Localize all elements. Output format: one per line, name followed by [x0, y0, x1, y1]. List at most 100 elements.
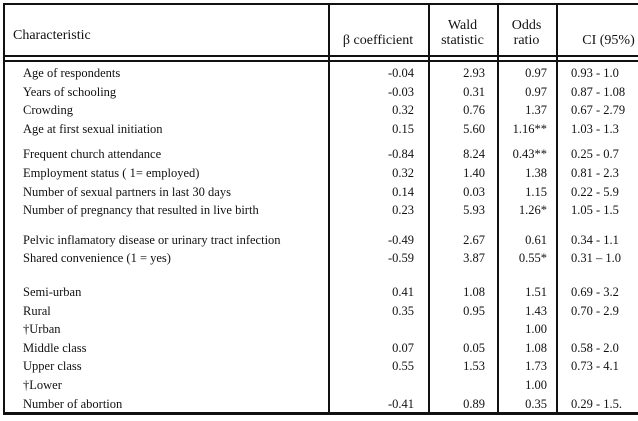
beta-value: 0.07 — [392, 340, 414, 355]
column-divider-2 — [428, 5, 430, 412]
header-characteristic-label: Characteristic — [13, 27, 91, 43]
column-divider-3 — [497, 5, 499, 412]
odds-ratio-value: 1.38 — [525, 165, 547, 180]
wald-value: 0.95 — [463, 303, 485, 318]
table-header-row: Characteristic β coefficient Wald statis… — [5, 5, 638, 55]
header-wald-statistic: Wald statistic — [428, 5, 497, 55]
wald-value: 0.76 — [463, 103, 485, 118]
beta-value: 0.23 — [392, 203, 414, 218]
wald-value: 8.24 — [463, 147, 485, 162]
table-row: Pelvic inflamatory disease or urinary tr… — [5, 231, 638, 250]
wald-value: 2.93 — [463, 66, 485, 80]
beta-value: -0.49 — [387, 232, 414, 247]
odds-ratio-value: 0.97 — [525, 66, 547, 80]
header-double-rule — [5, 55, 638, 62]
beta-value: 0.32 — [392, 165, 414, 180]
table-row: Number of sexual partners in last 30 day… — [5, 183, 638, 202]
odds-ratio-value: 1.51 — [525, 284, 547, 299]
ci-value: 0.87 - 1.08 — [571, 84, 626, 99]
row-label: Semi-urban — [23, 284, 82, 299]
column-divider-4 — [556, 5, 558, 412]
row-label: Number of abortion — [23, 396, 123, 411]
beta-value: -0.03 — [387, 84, 414, 99]
ci-value: 0.58 - 2.0 — [571, 340, 619, 355]
wald-value: 0.89 — [463, 396, 485, 411]
beta-value — [328, 320, 428, 339]
table-row: Age at first sexual initiation 0.15 5.60 1.… — [5, 120, 638, 139]
beta-value: 0.32 — [392, 103, 414, 118]
odds-ratio-value: 1.37 — [525, 103, 547, 118]
header-wald-line2: statistic — [441, 33, 484, 48]
odds-ratio-value: 0.61 — [525, 232, 547, 247]
odds-ratio-value: 1.15 — [525, 184, 547, 199]
odds-ratio-value: 1.16** — [512, 121, 547, 136]
table-row: Number of abortion -0.41 0.89 0.35 0.29 - 1.… — [5, 395, 638, 414]
ci-value: 1.05 - 1.5 — [571, 203, 619, 218]
ci-value: 0.67 - 2.79 — [571, 103, 626, 118]
ci-value: 0.69 - 3.2 — [571, 284, 619, 299]
odds-ratio-value: 0.35 — [525, 396, 547, 411]
header-characteristic: Characteristic — [5, 5, 328, 55]
ci-value: 0.70 - 2.9 — [571, 303, 619, 318]
row-label: †Lower — [23, 377, 62, 392]
table-row: Years of schooling -0.03 0.31 0.97 0.87 - 1.… — [5, 83, 638, 102]
table-row: †Lower 1.00 — [5, 376, 638, 395]
table-row: Shared convenience (1 = yes) -0.59 3.87 0.5… — [5, 249, 638, 268]
ci-value: 0.22 - 5.9 — [571, 184, 619, 199]
wald-value: 5.93 — [463, 203, 485, 218]
beta-value: -0.84 — [387, 147, 414, 162]
wald-value: 0.05 — [463, 340, 485, 355]
ci-value: 1.03 - 1.3 — [571, 121, 619, 136]
odds-ratio-value: 1.00 — [525, 377, 547, 392]
ci-value: 0.34 - 1.1 — [571, 232, 619, 247]
wald-value: 0.03 — [463, 184, 485, 199]
header-ci: CI (95%) — [556, 5, 638, 55]
odds-ratio-value: 1.73 — [525, 359, 547, 374]
odds-ratio-value: 0.43** — [512, 147, 547, 162]
row-label: †Urban — [23, 322, 61, 337]
ci-value: 0.25 - 0.7 — [571, 147, 619, 162]
wald-value — [428, 376, 497, 395]
row-label: Number of sexual partners in last 30 day… — [23, 184, 231, 199]
ci-value: 0.31 – 1.0 — [571, 251, 621, 266]
wald-value: 1.40 — [463, 165, 485, 180]
ci-value: 0.93 - 1.0 — [571, 66, 619, 80]
odds-ratio-value: 1.43 — [525, 303, 547, 318]
table-row: Employment status ( 1= employed) 0.32 1.40… — [5, 164, 638, 183]
header-odds-ratio: Odds ratio — [497, 5, 556, 55]
beta-value: 0.14 — [392, 184, 414, 199]
header-ci-label: CI (95%) — [582, 33, 635, 48]
beta-value: -0.04 — [387, 66, 414, 80]
column-divider-1 — [328, 5, 330, 412]
table-row: Rural 0.35 0.95 1.43 0.70 - 2.9 — [5, 302, 638, 321]
table-row: Number of pregnancy that resulted in liv… — [5, 201, 638, 220]
table-body: Age of respondents -0.04 2.93 0.97 0.93 - 1.… — [5, 62, 638, 413]
ci-value — [556, 376, 638, 395]
beta-value: -0.41 — [387, 396, 414, 411]
table-row-group: Pelvic inflamatory disease or urinary tr… — [5, 231, 638, 268]
row-label: Years of schooling — [23, 84, 117, 99]
wald-value: 0.31 — [463, 84, 485, 99]
table-row: Age of respondents -0.04 2.93 0.97 0.93 - 1.… — [5, 64, 638, 83]
row-label: Upper class — [23, 359, 82, 374]
table-row-group: Frequent church attendance -0.84 8.24 0.43*… — [5, 145, 638, 219]
ci-value: 0.73 - 4.1 — [571, 359, 619, 374]
row-label: Middle class — [23, 340, 87, 355]
ci-value — [556, 320, 638, 339]
header-beta-coefficient: β coefficient — [328, 5, 428, 55]
header-odds-line1: Odds — [511, 18, 542, 33]
odds-ratio-value: 1.26* — [518, 203, 547, 218]
row-label: Crowding — [23, 103, 73, 118]
ci-value: 0.29 - 1.5. — [571, 396, 623, 411]
regression-results-table: Characteristic β coefficient Wald statis… — [3, 3, 638, 415]
row-label: Age at first sexual initiation — [23, 121, 163, 136]
row-label: Age of respondents — [23, 66, 121, 80]
header-odds-line2: ratio — [513, 33, 540, 48]
header-wald-line1: Wald — [447, 18, 478, 33]
beta-value: 0.35 — [392, 303, 414, 318]
row-label: Number of pregnancy that resulted in liv… — [23, 203, 259, 218]
table-row: Middle class 0.07 0.05 1.08 0.58 - 2.0 — [5, 339, 638, 358]
beta-value: 0.55 — [392, 359, 414, 374]
row-label: Frequent church attendance — [23, 147, 162, 162]
